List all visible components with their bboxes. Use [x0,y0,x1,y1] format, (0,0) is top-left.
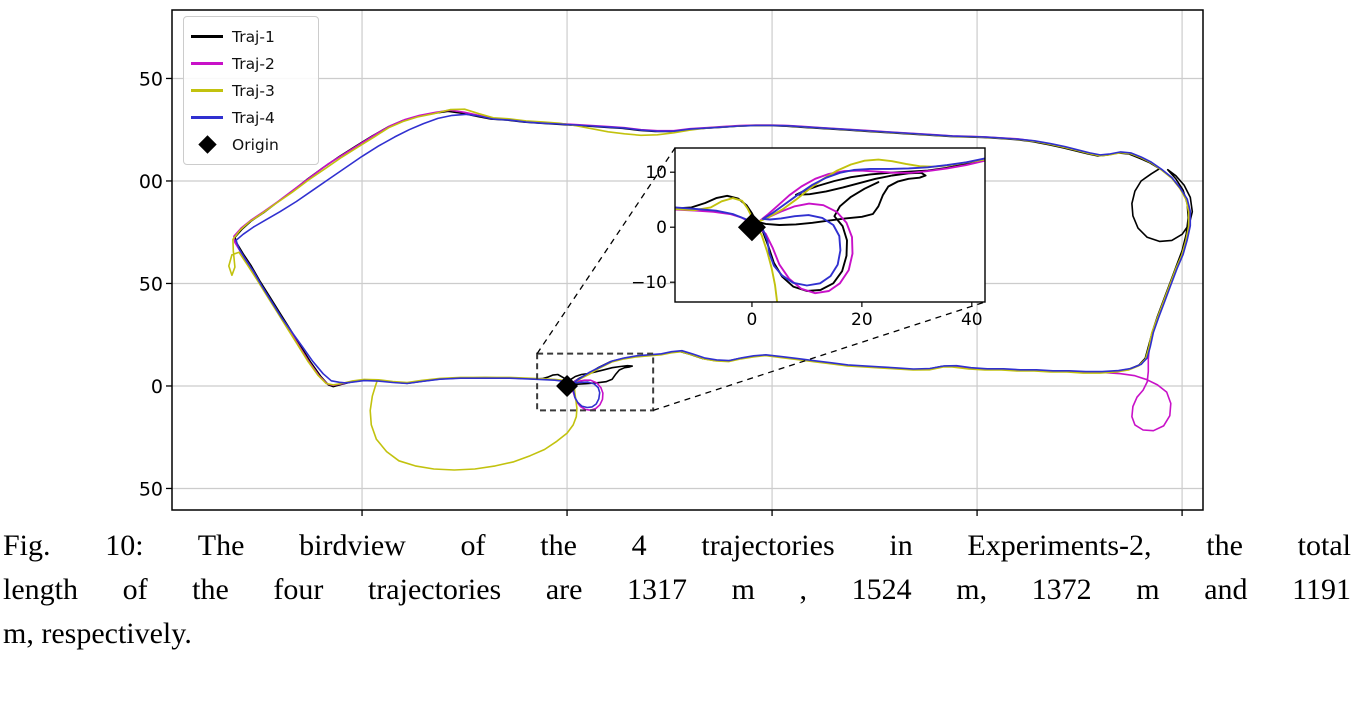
caption-line-1: Fig. 10: The birdview of the 4 trajector… [3,529,1351,562]
legend-label: Traj-2 [232,54,275,73]
figure-caption: Fig. 10: The birdview of the 4 trajector… [3,524,1351,656]
y-tick-label: 00 [139,171,163,193]
x-tick-label: 200 [959,518,995,520]
inset-x-tick-label: 40 [961,310,983,330]
legend-label: Traj-3 [232,81,275,100]
inset-origin-marker [737,213,766,242]
traj-4-line [235,113,1192,409]
inset-axes-border [674,147,986,303]
inset-traj-1-line [755,181,880,292]
x-tick-label: 100 [754,518,790,520]
x-tick-label: 0 [561,518,573,520]
main-trajectories [228,108,1194,471]
line-sample-icon [190,89,224,92]
y-tick-label: 0 [151,376,163,398]
inset-trajectories [675,157,985,302]
legend-entry-traj-3: Traj-3 [190,77,310,104]
legend-label: Traj-4 [232,108,275,127]
legend-entry-traj-1: Traj-1 [190,23,310,50]
legend-entry-origin: Origin [190,131,310,158]
inset-y-tick-label: 0 [656,218,667,238]
inset-background [675,148,985,302]
y-tick-label: 50 [139,273,163,295]
zoom-rect [536,352,655,412]
inset-y-tick-label: −10 [631,273,667,293]
trajectory-plot: −100010020030050005005002040100−10 [139,9,1204,520]
main-axes-border [171,9,1204,511]
inset-x-tick-label: 0 [747,310,758,330]
traj-3-line [369,379,578,471]
inset-x-tick-label: 20 [851,310,873,330]
y-tick-label: 50 [139,478,163,500]
plot-legend: Traj-1 Traj-2 Traj-3 Traj-4 Origin [183,16,319,165]
x-tick-label: −100 [336,518,388,520]
inset-y-tick-label: 10 [645,163,667,183]
legend-entry-traj-4: Traj-4 [190,104,310,131]
line-sample-icon [190,35,224,38]
inset-traj-4-line [675,157,985,287]
line-sample-icon [190,116,224,119]
line-sample-icon [190,62,224,65]
x-tick-label: 300 [1164,518,1200,520]
y-tick-label: 50 [139,68,163,90]
caption-line-3: m, respectively. [3,617,192,650]
diamond-icon [190,135,224,154]
legend-label: Traj-1 [232,27,275,46]
caption-line-2: length of the four trajectories are 1317… [3,573,1351,606]
legend-entry-traj-2: Traj-2 [190,50,310,77]
inset-traj-3-line [675,197,779,302]
origin-marker [556,374,579,397]
zoom-connector-1 [536,147,676,354]
legend-label: Origin [232,135,279,154]
zoom-connector-2 [652,301,986,411]
